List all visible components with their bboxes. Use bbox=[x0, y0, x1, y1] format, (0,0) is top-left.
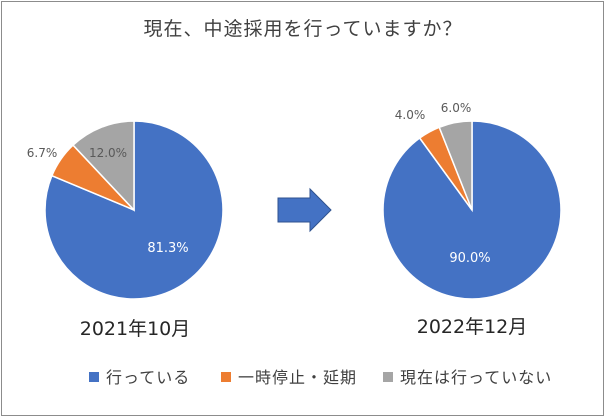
legend-swatch-doing bbox=[89, 372, 99, 382]
right-arrow-icon bbox=[277, 187, 332, 233]
legend-label-doing: 行っている bbox=[106, 368, 190, 387]
data-label-2022-12-paused: 4.0% bbox=[395, 108, 426, 122]
data-label-2022-12-doing: 90.0% bbox=[449, 251, 490, 266]
pie-label-2021-10: 2021年10月 bbox=[80, 318, 191, 340]
data-label-2021-10-doing: 81.3% bbox=[147, 241, 188, 256]
data-label-2021-10-paused: 6.7% bbox=[27, 146, 58, 160]
legend: 行っている 一時停止・延期 現在は行っていない bbox=[89, 368, 552, 387]
pie-label-2022-12: 2022年12月 bbox=[417, 316, 528, 338]
data-label-2022-12-not-doing: 6.0% bbox=[441, 101, 472, 115]
pie-slice-2022-12-not-doing bbox=[438, 120, 473, 211]
legend-swatch-paused bbox=[221, 372, 231, 382]
legend-swatch-not-doing bbox=[383, 372, 393, 382]
pie-slice-2021-10-not-doing bbox=[72, 120, 135, 212]
pie-2021-10: 81.3% 6.7% 12.0% bbox=[27, 120, 224, 300]
pie-2022-12: 90.0% 4.0% 6.0% bbox=[382, 101, 562, 300]
legend-label-paused: 一時停止・延期 bbox=[238, 368, 357, 387]
data-label-2021-10-not-doing: 12.0% bbox=[89, 146, 127, 160]
legend-label-not-doing: 現在は行っていない bbox=[400, 368, 552, 387]
chart-title: 現在、中途採用を行っていますか？ bbox=[143, 18, 462, 40]
